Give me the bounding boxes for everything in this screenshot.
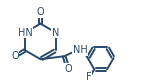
Text: F: F (86, 72, 91, 82)
Text: NH: NH (73, 45, 87, 55)
Text: HN: HN (18, 28, 33, 38)
Text: O: O (37, 7, 44, 17)
Text: O: O (11, 51, 19, 61)
Text: N: N (52, 28, 60, 38)
Text: O: O (64, 64, 72, 74)
